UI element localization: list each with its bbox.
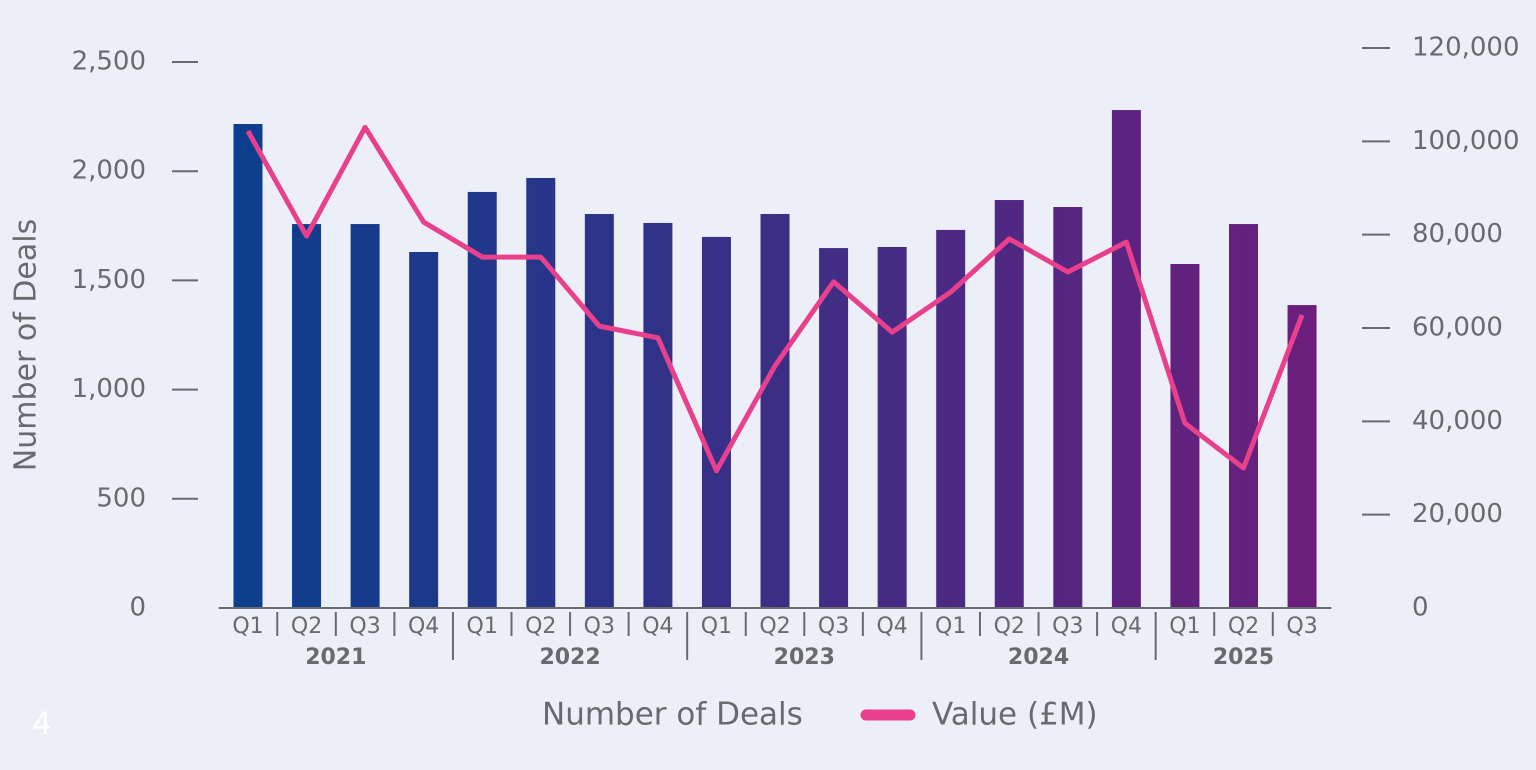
x-group-label: 2023	[774, 645, 835, 670]
x-tick-label: Q1	[701, 614, 732, 639]
x-tick-label: Q4	[408, 614, 439, 639]
bar	[643, 222, 673, 608]
bar	[701, 236, 731, 608]
y-tick-label: 1,000	[72, 374, 146, 404]
x-tick-label: Q3	[1286, 614, 1317, 639]
x-group-label: 2024	[1008, 645, 1069, 670]
y-axis-label: Number of Deals	[9, 219, 44, 471]
bar	[760, 214, 790, 608]
x-tick-label: Q2	[994, 614, 1025, 639]
x-tick-label: Q3	[349, 614, 380, 639]
y-tick-label: 500	[96, 483, 146, 513]
legend-label: Number of Deals	[542, 697, 803, 733]
value-line	[245, 124, 1305, 474]
x-tick-label: Q1	[467, 614, 498, 639]
y2-tick-label: 60,000	[1412, 313, 1503, 343]
y2-tick-label: 100,000	[1412, 126, 1520, 156]
bar	[584, 214, 614, 608]
x-tick-label: Q2	[525, 614, 556, 639]
x-tick-label: Q1	[935, 614, 966, 639]
y2-tick-label: 40,000	[1412, 406, 1503, 436]
bar	[1229, 224, 1258, 608]
x-tick-label: Q2	[759, 614, 790, 639]
x-tick-label: Q4	[642, 614, 673, 639]
x-tick-label: Q3	[1052, 614, 1083, 639]
legend-label: Value (£M)	[932, 697, 1098, 733]
x-tick-label: Q3	[584, 614, 615, 639]
bar	[1111, 110, 1141, 608]
x-tick-label: Q4	[1111, 614, 1142, 639]
y2-tick-label: 20,000	[1412, 499, 1503, 529]
y-tick-label: 2,000	[72, 156, 146, 186]
x-tick-label: Q2	[1228, 614, 1259, 639]
bar	[409, 252, 439, 608]
y-tick-label: 2,500	[72, 47, 146, 77]
y-tick-label: 1,500	[72, 265, 146, 295]
x-tick-label: Q4	[876, 614, 907, 639]
bar	[936, 229, 966, 609]
bar	[350, 224, 380, 608]
x-group-label: 2025	[1213, 645, 1274, 670]
bar	[819, 248, 849, 609]
bar	[994, 200, 1024, 608]
bar	[467, 191, 497, 608]
x-tick-label: Q1	[1169, 614, 1200, 639]
x-group-label: 2021	[305, 645, 366, 670]
y2-tick-label: 80,000	[1412, 219, 1503, 249]
x-tick-label: Q1	[232, 614, 263, 639]
y-tick-label: 0	[129, 593, 146, 623]
bar	[1287, 305, 1317, 608]
x-tick-label: Q3	[818, 614, 849, 639]
bar	[292, 224, 322, 608]
y2-tick-label: 120,000	[1412, 33, 1520, 63]
page-number: 4	[32, 707, 51, 742]
bar	[526, 177, 556, 608]
bar	[877, 246, 907, 608]
x-tick-label: Q2	[291, 614, 322, 639]
bar	[233, 124, 263, 608]
y2-tick-label: 0	[1412, 593, 1429, 623]
x-group-label: 2022	[539, 645, 600, 670]
bar	[1170, 264, 1200, 608]
